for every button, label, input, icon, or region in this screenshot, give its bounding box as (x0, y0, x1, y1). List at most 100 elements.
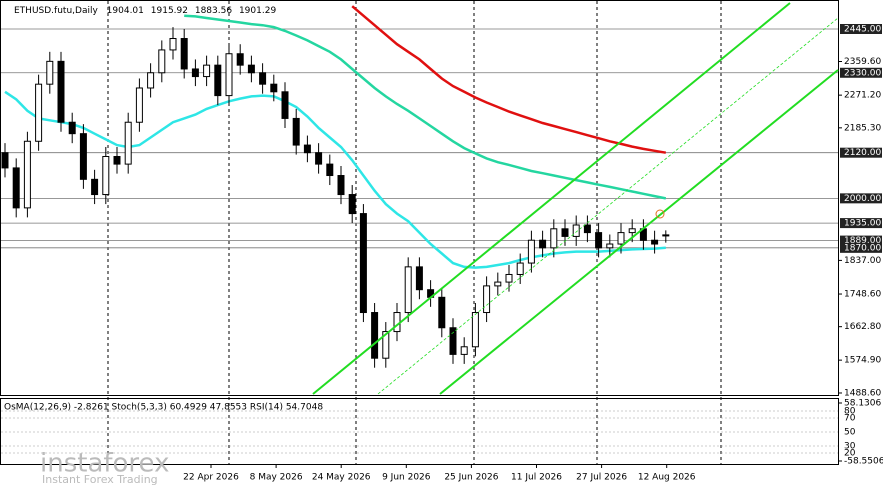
candle-body (147, 72, 155, 89)
stoch-tick-label: 50 (844, 428, 856, 438)
y-tick-label: 1488.60 (844, 388, 881, 398)
candle-body (303, 144, 311, 154)
candle-body (359, 213, 367, 314)
candle-body (539, 239, 547, 249)
candle-body (270, 83, 278, 93)
candle-body (404, 266, 412, 314)
date-axis: 22 Apr 2026 8 May 2026 24 May 2026 9 Jun 20… (183, 464, 696, 483)
candle-body (460, 346, 468, 355)
candle-body (12, 167, 20, 209)
candle-body (438, 296, 446, 329)
candle-body (292, 117, 300, 146)
channel (312, 2, 839, 395)
x-tick-label: 8 May 2026 (250, 473, 303, 483)
levels: 2445.00 2330.00 2120.00 2000.00 1935.00 1889.… (1, 23, 882, 253)
candle-body (449, 327, 457, 355)
candle-body (628, 228, 636, 234)
candle-body (315, 152, 323, 165)
candle-body (135, 87, 143, 123)
osc-tick-label: 58.1306 (844, 399, 881, 409)
candle-body (550, 228, 558, 249)
y-tick-label: 2359.60 (844, 57, 881, 67)
candle-body (79, 133, 87, 180)
candle-body (203, 64, 211, 78)
level-label: 1935.00 (844, 219, 881, 229)
stoch-tick-label: 70 (844, 414, 856, 424)
level-label: 1889.00 (844, 236, 881, 246)
candle-body (23, 140, 31, 209)
stoch-tick-label: 80 (844, 407, 856, 417)
vertical-grid (107, 1, 722, 464)
y-tick-label: 1662.80 (844, 322, 881, 332)
chart-header: ETHUSD.futu,Daily 1904.01 1915.92 1883.5… (14, 6, 276, 16)
x-tick-label: 22 Apr 2026 (183, 473, 239, 483)
candle-body (337, 175, 345, 196)
level-label: 2000.00 (844, 194, 881, 204)
level-box (840, 242, 882, 253)
channel-mid (377, 17, 839, 395)
candle-body (494, 281, 502, 287)
candle-body (225, 53, 233, 97)
candle-body (393, 312, 401, 333)
level-box (840, 235, 882, 246)
candle-body (651, 239, 659, 245)
candle-body (483, 285, 491, 314)
x-tick-label: 9 Jun 2026 (382, 473, 431, 483)
y-tick-label: 2185.30 (844, 123, 881, 133)
candle-body (382, 331, 390, 359)
candle-body (471, 312, 479, 348)
candle-body (91, 178, 99, 196)
indicator-frame (0, 398, 839, 465)
candles (1, 27, 670, 368)
level-box (840, 147, 882, 158)
y-tick-label: 1748.60 (844, 290, 881, 300)
candle-body (617, 232, 625, 245)
osc-tick-label: -58.5506 (844, 457, 883, 467)
candle-body (527, 239, 535, 264)
y-tick-label: 1574.90 (844, 356, 881, 366)
candle-body (124, 121, 132, 165)
marker (655, 209, 665, 219)
candle-body (583, 224, 591, 234)
stoch-tick-label: 20 (844, 449, 856, 459)
level-label: 2120.00 (844, 148, 881, 158)
candle-body (326, 163, 334, 177)
watermark: instaforex (40, 449, 169, 479)
level-box (840, 23, 882, 34)
last-open: 1904.01 (107, 6, 144, 16)
level-label: 1870.00 (844, 243, 881, 253)
candle-body (561, 228, 569, 237)
x-tick-label: 24 May 2026 (312, 473, 371, 483)
last-high: 1915.92 (151, 6, 188, 16)
x-tick-label: 25 Jun 2026 (444, 473, 498, 483)
candle-body (595, 232, 603, 249)
channel-upper (312, 2, 791, 395)
candle-body (662, 234, 670, 237)
candle-body (113, 155, 121, 165)
symbol: ETHUSD.futu,Daily (14, 6, 98, 16)
candle-body (259, 72, 267, 85)
x-tick-label: 12 Aug 2026 (638, 473, 696, 483)
x-tick-label: 11 Jul 2026 (511, 473, 562, 483)
level-box (840, 193, 882, 204)
candle-body (158, 49, 166, 74)
candle-body (35, 83, 43, 142)
level-label: 2445.00 (844, 24, 881, 34)
candle-body (371, 312, 379, 359)
ma-line (184, 14, 667, 200)
ma-lines (4, 5, 667, 269)
candle-body (572, 224, 580, 237)
candle-body (191, 68, 199, 78)
ma-line (4, 90, 666, 269)
y-tick-label: 2271.20 (844, 91, 881, 101)
candle-body (348, 194, 356, 215)
watermark-sub: Instant Forex Trading (42, 473, 158, 486)
stoch-tick-label: 30 (844, 442, 856, 452)
candle-body (516, 262, 524, 275)
candle-body (214, 64, 222, 97)
x-tick-label: 27 Jul 2026 (576, 473, 627, 483)
channel-lower (439, 69, 839, 395)
candle-body (102, 155, 110, 196)
candle-body (46, 60, 54, 85)
